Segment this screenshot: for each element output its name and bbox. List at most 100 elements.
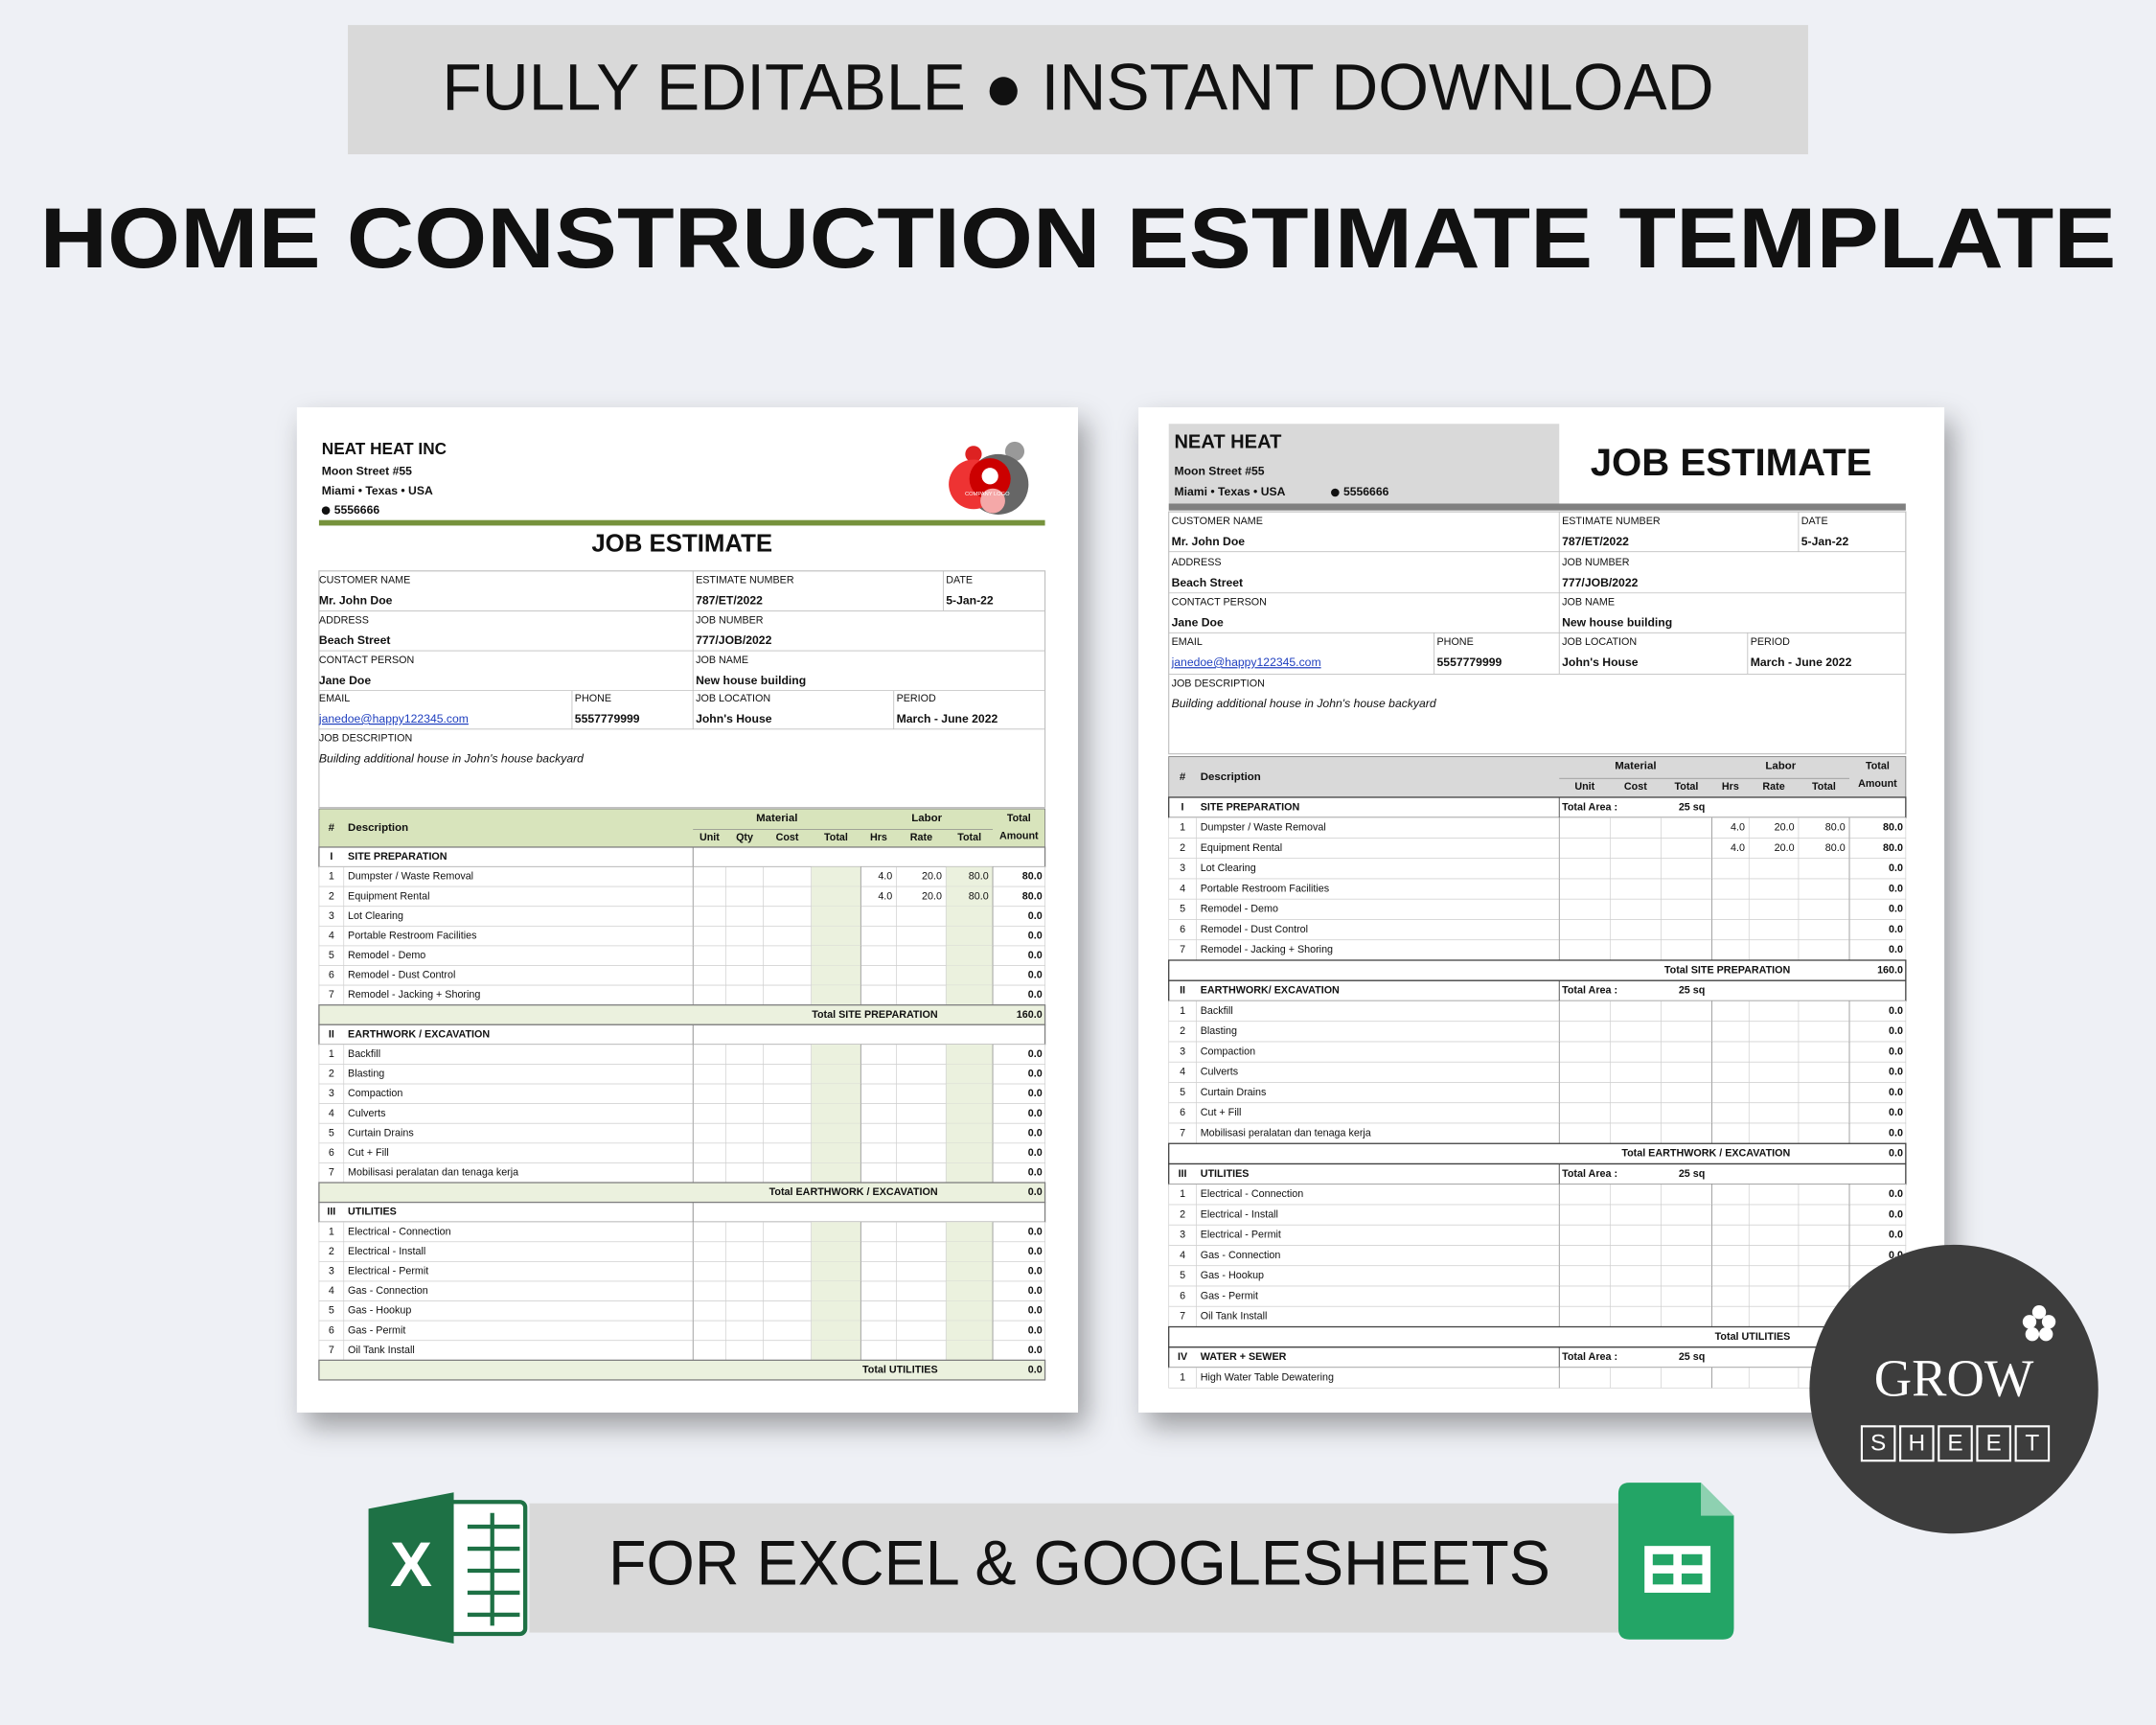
column-subheader: Cost	[776, 832, 799, 843]
item-number: 1	[329, 1226, 334, 1237]
field-value: Jane Doe	[1172, 616, 1224, 630]
table-row	[1168, 1142, 1907, 1165]
item-rate: 20.0	[1775, 822, 1795, 834]
item-amount: 0.0	[1889, 1087, 1903, 1098]
field-label: ADDRESS	[1172, 557, 1222, 568]
item-amount: 0.0	[1889, 1188, 1903, 1200]
item-labor-total: 80.0	[1825, 822, 1846, 834]
field-label: JOB LOCATION	[1562, 636, 1637, 648]
item-description: Curtain Drains	[1201, 1087, 1267, 1098]
item-number: 2	[329, 1246, 334, 1257]
table-row	[318, 1103, 1045, 1124]
main-title: HOME CONSTRUCTION ESTIMATE TEMPLATE	[40, 190, 2117, 286]
item-description: Dumpster / Waste Removal	[348, 871, 473, 883]
shaded-cell	[811, 1084, 861, 1104]
item-hrs: 4.0	[878, 890, 892, 902]
shaded-cell	[946, 1103, 994, 1124]
item-number: 6	[329, 970, 334, 981]
field-value: Beach Street	[319, 633, 391, 647]
section-total-label: Total UTILITIES	[862, 1364, 938, 1375]
item-description: Portable Restroom Facilities	[1201, 883, 1329, 894]
column-header: Description	[348, 822, 408, 834]
item-amount: 0.0	[1028, 1108, 1043, 1119]
company-address: Miami • Texas • USA	[322, 484, 433, 497]
shaded-cell	[946, 866, 994, 887]
field-label: DATE	[1801, 516, 1828, 527]
item-amount: 80.0	[1883, 842, 1903, 854]
area-label: Total Area :	[1562, 801, 1617, 813]
item-labor-total: 80.0	[1825, 842, 1846, 854]
sheets-icon	[1617, 1483, 1734, 1640]
column-subheader: Total	[957, 832, 981, 843]
field-label: PHONE	[575, 693, 611, 704]
shaded-cell	[811, 926, 861, 946]
shaded-cell	[946, 945, 994, 966]
section-number: I	[330, 851, 333, 862]
item-description: Gas - Permit	[348, 1324, 405, 1336]
item-amount: 0.0	[1028, 1266, 1043, 1277]
section-total-label: Total SITE PREPARATION	[812, 1009, 938, 1021]
table-row	[318, 945, 1045, 966]
doc-heading: JOB ESTIMATE	[591, 530, 772, 557]
table-header-bg	[318, 808, 1045, 848]
field-label: JOB NAME	[696, 655, 748, 666]
field-label: ESTIMATE NUMBER	[1562, 516, 1661, 527]
shaded-cell	[811, 985, 861, 1005]
header-box	[1168, 424, 1560, 504]
item-number: 1	[1180, 822, 1185, 834]
field-value: janedoe@happy122345.com	[318, 712, 469, 725]
item-number: 2	[1180, 842, 1185, 854]
phone-icon	[1331, 488, 1340, 497]
table-row	[318, 906, 1045, 927]
item-amount: 0.0	[1028, 989, 1043, 1000]
shaded-cell	[946, 926, 994, 946]
item-hrs: 4.0	[1731, 822, 1745, 834]
item-number: 7	[329, 1345, 334, 1356]
shaded-cell	[811, 1280, 861, 1301]
item-number: 3	[1180, 1230, 1185, 1241]
section-total: 0.0	[1889, 1148, 1903, 1160]
table-row	[318, 1142, 1045, 1163]
item-number: 2	[1180, 1208, 1185, 1220]
shaded-cell	[946, 965, 994, 986]
column-subheader: Total	[1675, 781, 1699, 793]
item-number: 6	[1180, 924, 1185, 935]
company-address: Moon Street #55	[322, 465, 412, 478]
item-amount: 0.0	[1028, 1226, 1043, 1237]
item-number: 5	[329, 950, 334, 961]
field-value: janedoe@happy122345.com	[1171, 656, 1321, 669]
item-number: 5	[1180, 1087, 1185, 1098]
column-header: Labor	[911, 813, 942, 824]
banner-box	[348, 25, 1808, 155]
field-value: 5557779999	[1437, 656, 1502, 669]
item-amount: 0.0	[1889, 1127, 1903, 1138]
field-label: JOB LOCATION	[696, 693, 770, 704]
shaded-cell	[811, 945, 861, 966]
shaded-cell	[946, 1123, 994, 1143]
table-row	[1168, 1000, 1907, 1023]
table-row	[1168, 1305, 1907, 1327]
company-address: Moon Street #55	[1174, 465, 1264, 478]
column-header: #	[329, 822, 335, 834]
table-row	[1168, 959, 1907, 981]
item-number: 4	[1180, 1250, 1185, 1261]
shaded-cell	[946, 1241, 994, 1262]
table-row	[1168, 1061, 1907, 1083]
column-header: Material	[1615, 761, 1656, 772]
brand-letter-box	[1860, 1425, 1896, 1462]
field-value: John's House	[696, 712, 772, 725]
section-number: I	[1181, 801, 1184, 813]
brand-letter: H	[1909, 1430, 1926, 1456]
item-description: Equipment Rental	[1201, 842, 1282, 854]
table-row	[1168, 1162, 1907, 1185]
excel-icon: X	[368, 1492, 528, 1644]
shaded-cell	[946, 1222, 994, 1242]
header-rule	[1168, 503, 1906, 511]
shaded-cell	[946, 1280, 994, 1301]
item-amount: 80.0	[1883, 822, 1903, 834]
item-number: 3	[1180, 1046, 1185, 1057]
item-amount: 0.0	[1028, 1345, 1043, 1356]
table-row	[318, 1122, 1045, 1144]
item-number: 4	[329, 1108, 334, 1119]
item-description: Blasting	[1201, 1025, 1237, 1037]
